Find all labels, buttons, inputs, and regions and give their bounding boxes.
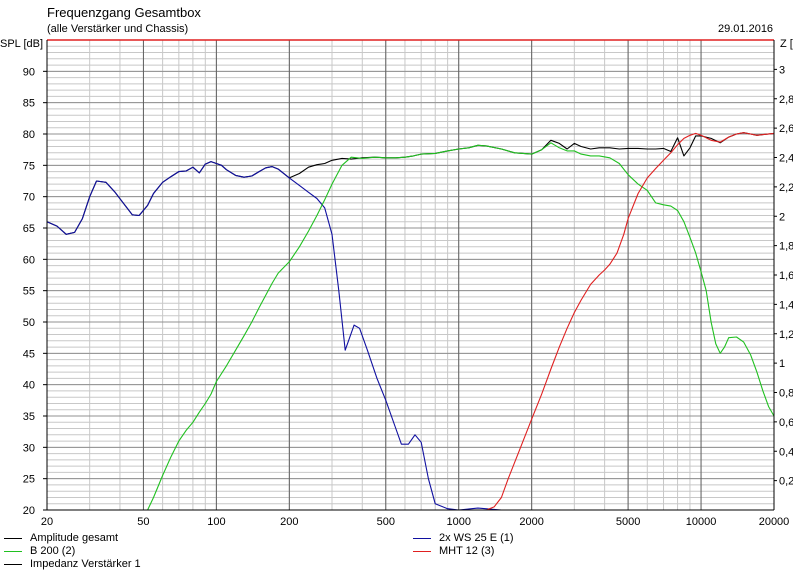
legend-label: Amplitude gesamt [30,532,119,544]
y2-tick-label: 1,6 [779,270,793,282]
legend-label: 2x WS 25 E (1) [439,532,514,544]
x-tick-label: 5000 [616,516,640,528]
y2-tick-label: 1,8 [779,241,793,253]
x-tick-label: 20 [41,516,53,528]
series-line-4 [47,132,775,511]
x-tick-label: 20000 [759,516,790,528]
series-line-3 [47,142,775,511]
y-tick-label: 40 [23,380,35,392]
y-tick-label: 20 [23,505,35,517]
y-tick-label: 75 [23,160,35,172]
legend-label: Impedanz Verstärker 1 [30,558,141,570]
x-tick-label: 10000 [686,516,717,528]
y-tick-label: 25 [23,474,35,486]
y2-tick-label: 3 [779,64,785,76]
y2-tick-label: 0,8 [779,388,793,400]
y2-tick-label: 2,2 [779,182,793,194]
y2-tick-label: 0,4 [779,446,793,458]
chart-title: Frequenzgang Gesamtbox [47,5,201,20]
x-tick-label: 200 [280,516,298,528]
legend-swatch [413,538,431,539]
legend-label: MHT 12 (3) [439,545,495,557]
legend-swatch [413,551,431,552]
x-tick-label: 2000 [519,516,543,528]
legend-swatch [4,564,22,565]
plot-background [47,40,774,510]
y2-tick-label: 1,4 [779,299,793,311]
y2-tick-label: 0,2 [779,476,793,488]
chart-subtitle: (alle Verstärker und Chassis) [47,23,189,35]
y-tick-label: 35 [23,411,35,423]
y-tick-label: 65 [23,223,35,235]
legend-swatch [4,551,22,552]
series-line-2 [46,161,774,511]
y2-tick-label: 2,4 [779,153,793,165]
y-tick-label: 85 [23,98,35,110]
x-tick-label: 1000 [446,516,470,528]
axes: 20 25 30 35 40 45 50 55 60 65 70 75 80 85 90 0,2 0,4 0,6 0… [23,39,793,528]
y-tick-label: 45 [23,348,35,360]
y2-tick-label: 2,8 [779,94,793,106]
y2-tick-label: 1 [779,358,785,370]
y2-tick-label: 1,2 [779,329,793,341]
grid [46,39,775,511]
y2-tick-label: 2,6 [779,123,793,135]
x-tick-label: 50 [137,516,149,528]
y-tick-label: 30 [23,442,35,454]
legend-swatch [4,538,22,539]
y-tick-label: 60 [23,254,35,266]
legend-label: B 200 (2) [30,545,76,557]
y2-axis-label: Z [ [780,38,793,50]
chart-date: 29.01.2016 [718,23,774,35]
x-tick-label: 100 [207,516,225,528]
y2-tick-label: 2 [779,211,785,223]
y-tick-label: 50 [23,317,35,329]
y-tick-label: 90 [23,66,35,78]
x-tick-label: 500 [377,516,395,528]
plot-area [46,132,775,511]
y-tick-label: 80 [23,129,35,141]
y-axis-label: SPL [dB] [0,38,44,50]
y2-tick-label: 0,6 [779,417,793,429]
y-tick-label: 70 [23,192,35,204]
y-tick-label: 55 [23,286,35,298]
